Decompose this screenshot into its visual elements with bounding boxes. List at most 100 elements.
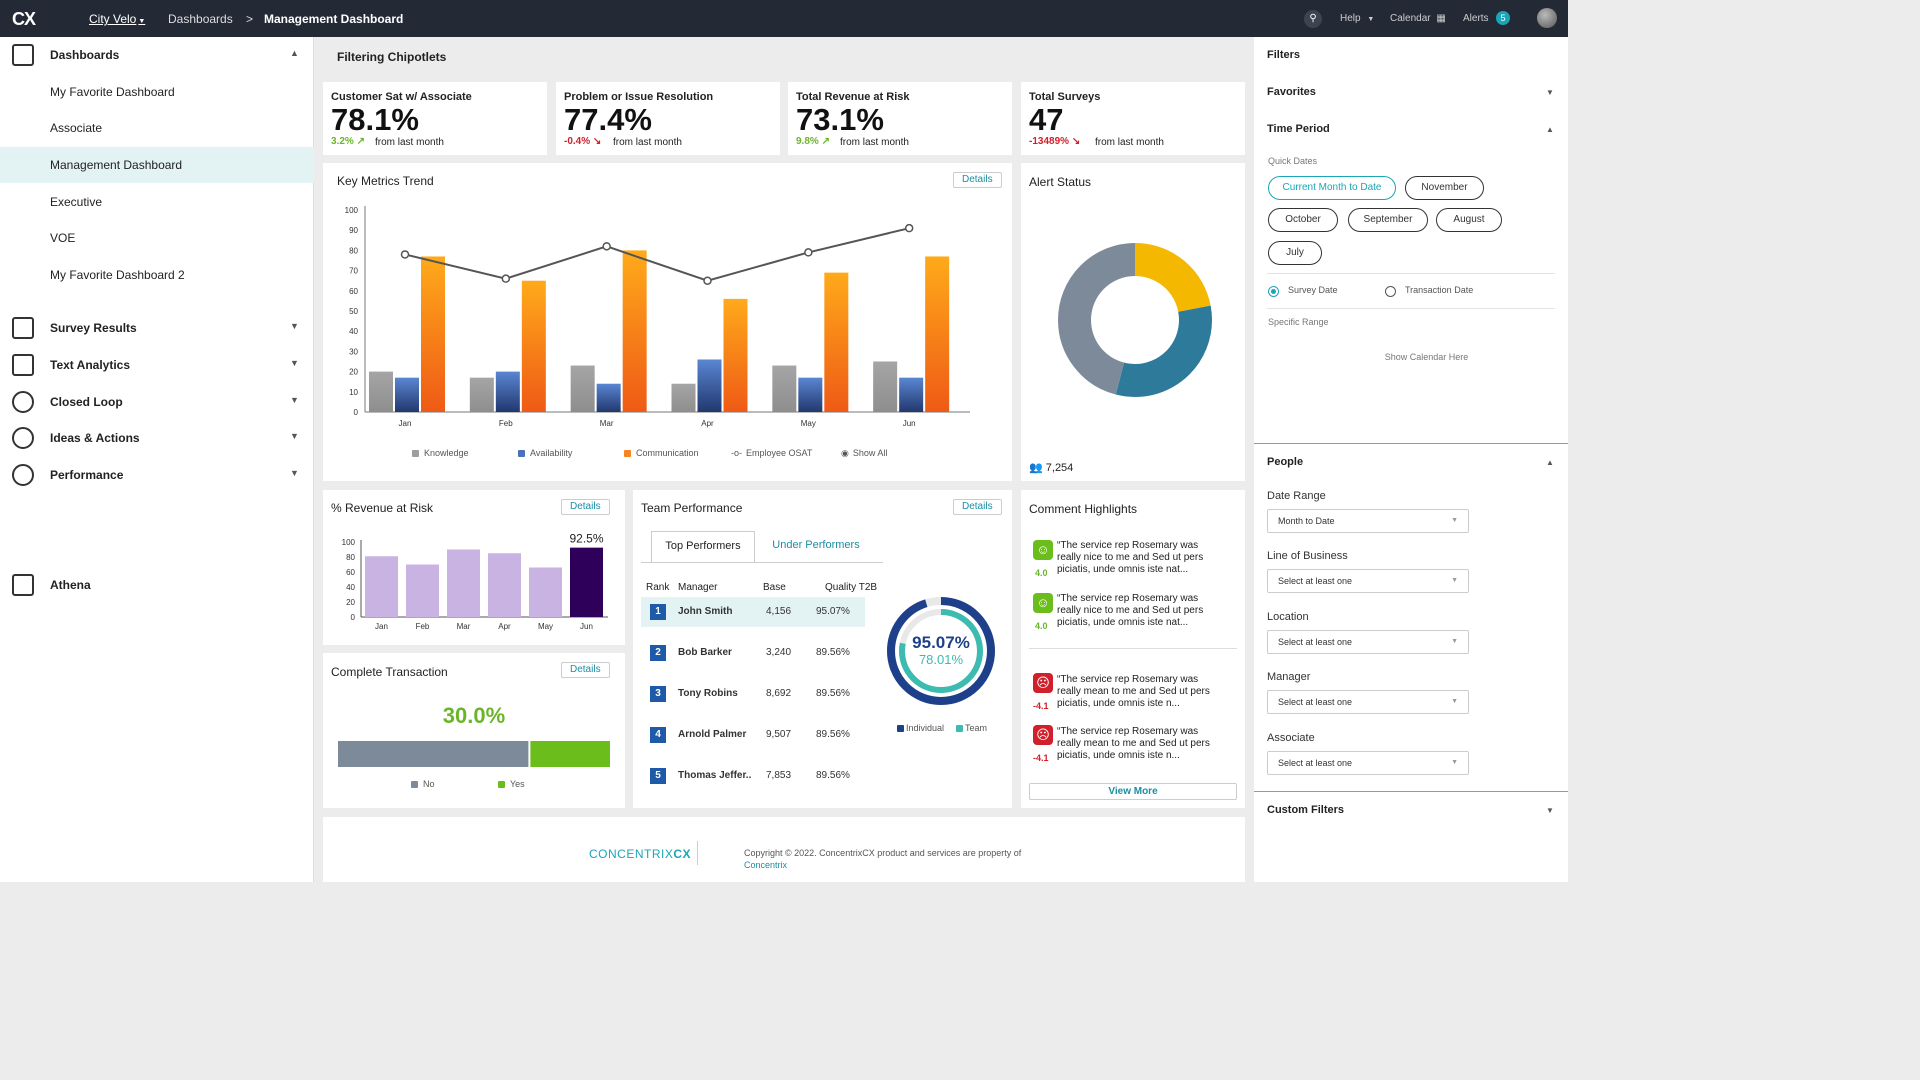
tab-label: Top Performers <box>665 540 741 552</box>
chevron-down-icon: ▼ <box>1367 16 1375 23</box>
chip-current-month[interactable]: Current Month to Date <box>1268 176 1396 200</box>
radio-transaction-date[interactable] <box>1385 286 1396 297</box>
kpi-card[interactable]: Total Revenue at Risk 73.1% 9.8% ↗ from … <box>788 82 1012 155</box>
sidebar-item-text-analytics[interactable]: Text Analytics ▼ <box>0 347 314 383</box>
y-tick-label: 80 <box>346 553 355 562</box>
footer-link[interactable]: Concentrix <box>744 860 788 870</box>
view-more-label: View More <box>1108 786 1158 797</box>
chip-november[interactable]: November <box>1405 176 1484 200</box>
custom-filters-header[interactable]: Custom Filters <box>1267 804 1345 816</box>
comment-text[interactable]: “The service rep Rosemary was really nic… <box>1057 593 1204 628</box>
kpi-value: 77.4% <box>564 102 652 137</box>
sidebar-item-survey-results[interactable]: Survey Results ▼ <box>0 310 314 346</box>
chip-july[interactable]: July <box>1268 241 1322 265</box>
legend-swatch <box>897 725 904 733</box>
radio-survey-date[interactable] <box>1268 286 1279 297</box>
sidebar-item-performance[interactable]: Performance ▼ <box>0 457 314 493</box>
details-button[interactable]: Details <box>953 172 1002 188</box>
favorites-header[interactable]: Favorites <box>1267 86 1316 98</box>
sidebar-subitem[interactable]: VOE <box>0 220 314 256</box>
kpi-change: -13489% ↘ <box>1029 136 1080 147</box>
legend-item[interactable]: Availability <box>518 448 572 458</box>
chevron-down-icon[interactable]: ▼ <box>1546 88 1554 97</box>
table-row[interactable]: 4 Arnold Palmer 9,507 89.56% <box>641 720 865 750</box>
kpi-card[interactable]: Total Surveys 47 -13489% ↘ from last mon… <box>1021 82 1245 155</box>
cell-base: 9,507 <box>766 729 792 740</box>
legend-item[interactable]: Communication <box>624 448 699 458</box>
search-icon[interactable]: ⚲ <box>1304 10 1322 28</box>
lob-select[interactable]: Select at least one ▼ <box>1267 569 1469 593</box>
time-period-header[interactable]: Time Period <box>1267 123 1330 135</box>
trend-up-icon: ↗ <box>356 136 365 147</box>
legend-item[interactable]: -o- Employee OSAT <box>731 448 812 458</box>
table-row[interactable]: 3 Tony Robins 8,692 89.56% <box>641 679 865 709</box>
calendar-link[interactable]: Calendar ▦ <box>1390 13 1446 24</box>
bar-revenue-risk <box>488 553 521 617</box>
app-logo[interactable]: CX <box>12 9 36 29</box>
sidebar-item-label: Text Analytics <box>50 358 131 372</box>
help-menu[interactable]: Help ▼ <box>1340 13 1374 24</box>
chip-august[interactable]: August <box>1436 208 1502 232</box>
comment-text[interactable]: “The service rep Rosemary was really mea… <box>1057 674 1210 709</box>
chevron-down-icon: ▼ <box>1451 698 1458 705</box>
comment-score: -4.1 <box>1033 701 1049 711</box>
calendar-placeholder[interactable]: Show Calendar Here <box>1384 352 1469 362</box>
sidebar-subitem-label: VOE <box>50 231 76 245</box>
table-row[interactable]: 1 John Smith 4,156 95.07% <box>641 597 865 627</box>
comment-text[interactable]: “The service rep Rosemary was really nic… <box>1057 540 1204 575</box>
cell-base: 4,156 <box>766 606 792 617</box>
sidebar-subitem-active[interactable]: Management Dashboard <box>0 147 314 183</box>
location-select[interactable]: Select at least one ▼ <box>1267 630 1469 654</box>
details-button[interactable]: Details <box>953 499 1002 515</box>
comment-text-content: The service rep Rosemary was really nice… <box>1057 593 1204 628</box>
alerts-link[interactable]: Alerts <box>1463 13 1489 24</box>
sidebar-item-closed-loop[interactable]: Closed Loop ▼ <box>0 384 314 420</box>
donut-slice <box>1058 243 1212 397</box>
kpi-card[interactable]: Problem or Issue Resolution 77.4% -0.4% … <box>556 82 780 155</box>
sad-face-icon: ☹ <box>1033 725 1053 745</box>
sidebar-subitem[interactable]: Associate <box>0 110 314 146</box>
chip-october[interactable]: October <box>1268 208 1338 232</box>
table-row[interactable]: 5 Thomas Jeffer.. 7,853 89.56% <box>641 761 865 791</box>
sidebar-subitem[interactable]: Executive <box>0 184 314 220</box>
comment-text-content: The service rep Rosemary was really nice… <box>1057 540 1204 575</box>
cell-quality: 95.07% <box>816 606 850 617</box>
revenue-risk-card: % Revenue at Risk Details 0 20 40 60 80 100 Ja… <box>323 490 625 645</box>
section-divider <box>1254 443 1568 444</box>
y-tick-label: 50 <box>349 307 358 316</box>
sidebar: Dashboards ▲ My Favorite Dashboard Assoc… <box>0 37 314 882</box>
legend-swatch <box>498 781 505 789</box>
date-range-select[interactable]: Month to Date ▼ <box>1267 509 1469 533</box>
tab-under-performers[interactable]: Under Performers <box>761 531 871 562</box>
user-avatar[interactable] <box>1537 8 1557 28</box>
table-row[interactable]: 2 Bob Barker 3,240 89.56% <box>641 638 865 668</box>
tab-top-performers[interactable]: Top Performers <box>651 531 755 562</box>
select-placeholder: Select at least one <box>1278 637 1353 647</box>
kpi-card[interactable]: Customer Sat w/ Associate 78.1% 3.2% ↗ f… <box>323 82 547 155</box>
show-all-toggle[interactable]: ◉ Show All <box>841 448 887 459</box>
sidebar-subitem[interactable]: My Favorite Dashboard 2 <box>0 257 314 293</box>
details-button[interactable]: Details <box>561 499 610 515</box>
associate-select[interactable]: Select at least one ▼ <box>1267 751 1469 775</box>
chevron-up-icon[interactable]: ▲ <box>1546 458 1554 467</box>
sidebar-item-dashboards[interactable]: Dashboards ▲ <box>0 37 314 73</box>
breadcrumb-parent[interactable]: Dashboards <box>168 12 233 26</box>
sidebar-item-athena[interactable]: Athena <box>0 567 314 603</box>
sidebar-subitem[interactable]: My Favorite Dashboard <box>0 74 314 110</box>
people-header[interactable]: People <box>1267 456 1304 468</box>
y-tick-label: 100 <box>342 538 356 547</box>
alert-count-value: 7,254 <box>1045 462 1074 474</box>
comment-text[interactable]: “The service rep Rosemary was really mea… <box>1057 726 1210 761</box>
sidebar-item-ideas-actions[interactable]: Ideas & Actions ▼ <box>0 420 314 456</box>
details-button[interactable]: Details <box>561 662 610 678</box>
chevron-down-icon[interactable]: ▼ <box>1546 806 1554 815</box>
kpi-change: 9.8% ↗ <box>796 136 830 147</box>
bar-knowledge <box>369 371 393 412</box>
manager-select[interactable]: Select at least one ▼ <box>1267 690 1469 714</box>
chip-september[interactable]: September <box>1348 208 1428 232</box>
chevron-up-icon[interactable]: ▲ <box>1546 125 1554 134</box>
view-more-button[interactable]: View More <box>1029 783 1237 800</box>
org-switcher[interactable]: City Velo ▼ <box>89 12 145 26</box>
footer-copyright: Copyright © 2022. ConcentrixCX product a… <box>744 848 1022 858</box>
legend-item[interactable]: Knowledge <box>412 448 469 458</box>
